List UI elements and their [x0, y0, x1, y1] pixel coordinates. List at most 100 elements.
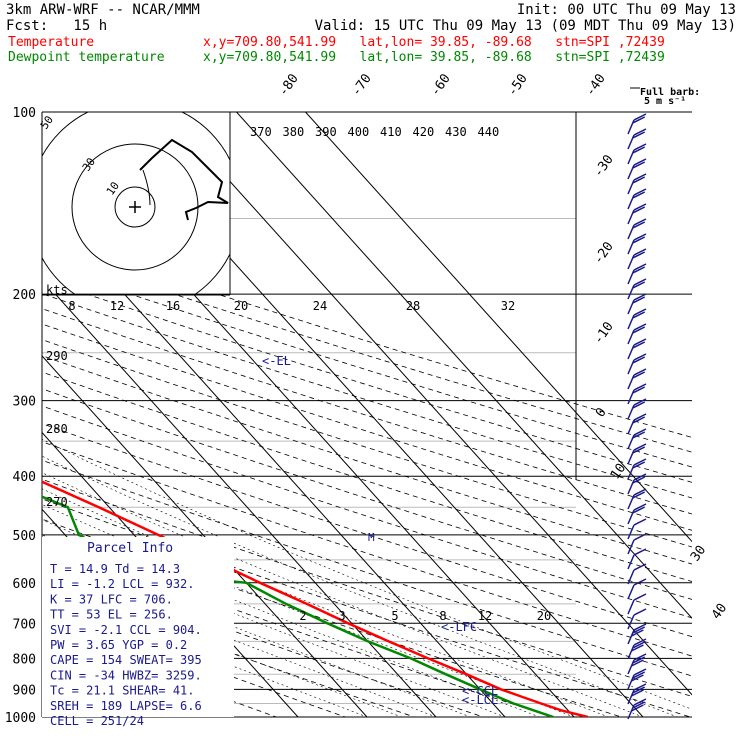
- wind-barb-feather: [633, 488, 647, 496]
- isotherm-label--10: -10: [591, 319, 617, 347]
- wind-barb-feather: [631, 659, 644, 667]
- theta-e-label-410: 410: [380, 125, 402, 139]
- wind-barb-feather: [633, 578, 647, 586]
- wind-barb-feather: [632, 671, 646, 679]
- wind-barb: [627, 608, 647, 630]
- wind-barb-feather: [633, 593, 647, 601]
- wind-barb-feather: [632, 131, 646, 139]
- wind-barb-feather: [633, 563, 647, 571]
- moist-adiabat-25: [42, 488, 610, 717]
- mixing-ratio-label-8: 8: [68, 299, 75, 313]
- wind-barb-feather: [632, 446, 646, 454]
- wind-barb: [627, 398, 647, 420]
- wind-barb-feather: [633, 443, 647, 451]
- forecast-hour: Fcst: 15 h: [6, 18, 108, 34]
- hodograph-origin: [129, 201, 141, 213]
- mixing-ratio-low-label-5: 5: [391, 609, 398, 623]
- wind-barb: [627, 668, 647, 690]
- pressure-label-300: 300: [13, 395, 36, 410]
- wind-barb-feather: [632, 236, 646, 244]
- wind-barb-feather: [632, 416, 646, 424]
- wind-barb-feather: [632, 326, 646, 334]
- dewpoint-legend: Dewpoint temperature: [8, 50, 165, 65]
- theta-e-label-390: 390: [315, 125, 337, 139]
- isotherm-label--30: -30: [591, 152, 617, 180]
- moist-adiabat-30: [42, 472, 644, 717]
- mixing-ratio-low-label-12: 12: [478, 609, 492, 623]
- dry-adiabat-260: [42, 605, 347, 717]
- pressure-label-600: 600: [13, 577, 36, 592]
- wind-barb: [627, 293, 647, 315]
- wind-barb-feather: [631, 629, 644, 637]
- wind-barb: [627, 338, 647, 360]
- hodograph-trace: [139, 138, 229, 221]
- mixing-ratio-label-24: 24: [313, 299, 327, 313]
- pressure-label-500: 500: [13, 529, 36, 544]
- pressure-label-900: 900: [13, 683, 36, 698]
- storm-motion-vector: [142, 169, 151, 206]
- parcel-info-line: CIN = -34 HWBZ= 3259.: [50, 668, 202, 682]
- wind-barb-feather: [632, 266, 646, 274]
- wind-barb-feather: [633, 398, 647, 406]
- wind-barb-feather: [632, 431, 646, 439]
- wind-barb: [627, 578, 647, 600]
- wind-barb-feather: [632, 161, 646, 169]
- isotherm-label-40: 40: [709, 601, 730, 622]
- isotherm-label--80: -80: [276, 71, 302, 99]
- wind-barb-feather: [633, 353, 647, 361]
- dry-adiabat-320: [42, 478, 692, 697]
- wind-barb-feather: [633, 668, 647, 676]
- barb-legend-label: Full barb:: [640, 87, 700, 98]
- wind-barb: [627, 188, 647, 210]
- hodograph-units: kts: [46, 283, 68, 297]
- wind-barb-feather: [633, 533, 647, 541]
- parcel-info-line: SVI = -2.1 CCL = 904.: [50, 623, 202, 637]
- wind-barb: [627, 518, 647, 540]
- hodograph-ring-label-10: 10: [104, 179, 122, 197]
- wind-barb-feather: [633, 158, 647, 166]
- model-title: 3km ARW-WRF -- NCAR/MMM: [6, 2, 200, 18]
- wind-barb: [627, 323, 647, 345]
- wind-barb-feather: [633, 383, 647, 391]
- wind-barb-feather: [632, 656, 646, 664]
- hodograph-ring-0: [114, 186, 156, 228]
- wind-barb-feather: [632, 176, 646, 184]
- wind-barb: [627, 353, 647, 375]
- wind-barb-staff: [627, 569, 635, 585]
- wind-barb-feather: [633, 473, 647, 481]
- mixing-ratio-label-32: 32: [501, 299, 515, 313]
- moist-adiabat-15: [42, 519, 541, 717]
- wind-barb-staff: [627, 599, 635, 615]
- wind-barb-feather: [633, 548, 647, 556]
- parcel-info-line: Tc = 21.1 SHEAR= 41.: [50, 684, 195, 698]
- isotherm-label--70: -70: [349, 71, 375, 99]
- dry-adiabat-330: [42, 459, 692, 677]
- wind-barb: [627, 638, 647, 660]
- isotherm-label--20: -20: [591, 239, 617, 267]
- wind-barb-staff: [627, 584, 635, 600]
- isotherm-label--60: -60: [428, 71, 454, 99]
- wind-barb: [627, 158, 647, 180]
- wind-barb-feather: [633, 413, 647, 421]
- wind-barb: [627, 233, 647, 255]
- dry-adiabat-440: [42, 278, 692, 483]
- wind-barb-feather: [632, 686, 646, 694]
- wind-barb: [627, 383, 647, 405]
- wind-barb: [627, 623, 647, 645]
- lcl-marker: <-LCL: [462, 693, 498, 707]
- wind-barb: [627, 653, 647, 675]
- moist-adiabat-5: [42, 549, 472, 717]
- wind-barb-feather: [633, 698, 647, 706]
- isotherm-label-0: 0: [593, 405, 610, 420]
- moist-adiabat-10: [42, 534, 506, 717]
- wind-barb-feather: [633, 203, 647, 211]
- isotherm-label--50: -50: [505, 71, 531, 99]
- wind-barb-feather: [633, 458, 647, 466]
- wind-barb-feather: [633, 428, 647, 436]
- m-marker: M: [368, 531, 375, 544]
- wind-barb: [627, 173, 647, 195]
- temperature-legend: Temperature: [8, 35, 95, 50]
- pressure-label-100: 100: [13, 106, 36, 121]
- ccl-marker: <-CCL: [462, 684, 498, 698]
- wind-barb-feather: [633, 683, 647, 691]
